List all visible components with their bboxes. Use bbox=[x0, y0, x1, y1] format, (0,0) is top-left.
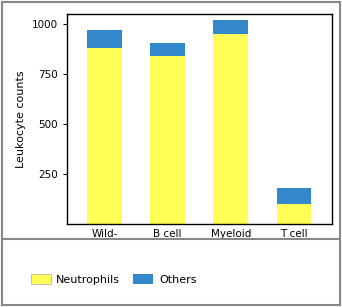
Bar bbox=[213, 34, 248, 224]
Bar bbox=[150, 43, 185, 56]
Bar bbox=[277, 188, 311, 204]
Bar bbox=[150, 56, 185, 224]
Bar bbox=[87, 48, 122, 224]
Bar bbox=[213, 20, 248, 34]
Y-axis label: Leukocyte counts: Leukocyte counts bbox=[16, 70, 26, 168]
Legend: Neutrophils, Others: Neutrophils, Others bbox=[26, 269, 201, 289]
Bar bbox=[87, 30, 122, 48]
Bar bbox=[277, 204, 311, 224]
